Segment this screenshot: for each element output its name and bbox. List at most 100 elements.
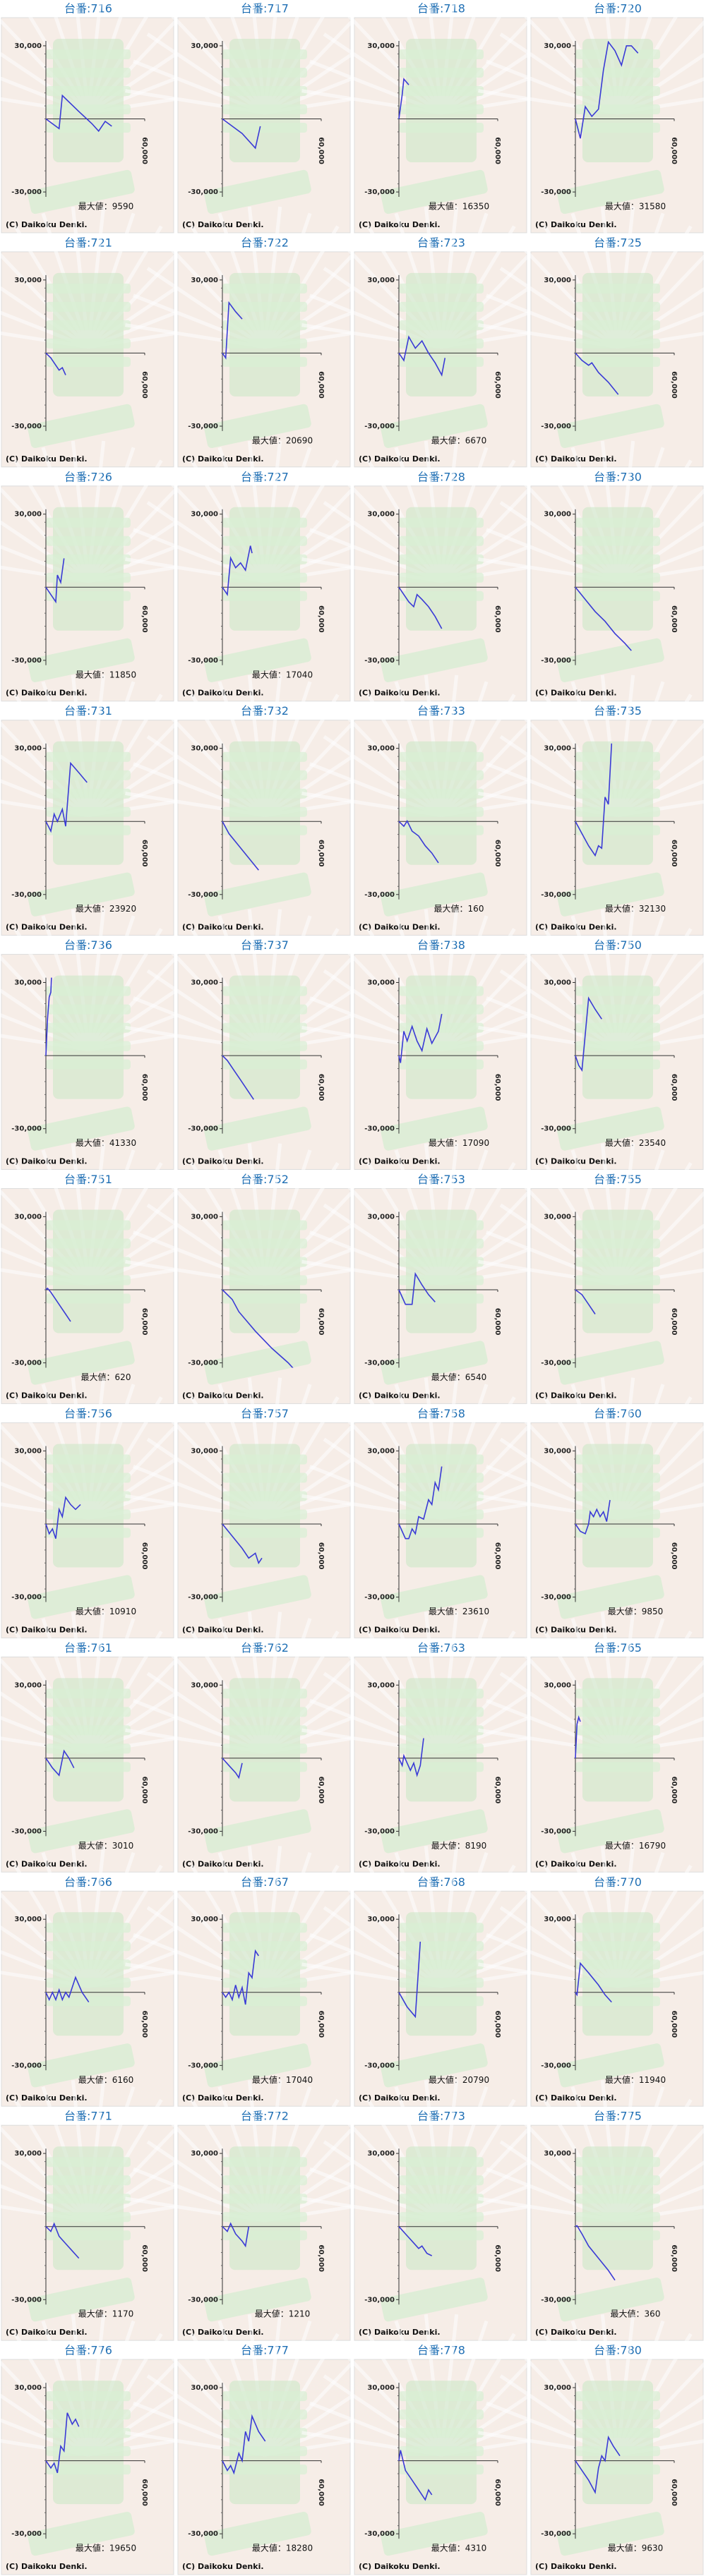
tray-image: [204, 1341, 311, 1385]
data-line: [398, 819, 439, 864]
chart-title: 台番:727: [241, 470, 289, 483]
copyright: (C) Daikoku Denki.: [359, 2562, 441, 2571]
y-tick-label: 30,000: [367, 42, 395, 50]
max-value-label: 最大値：31580: [605, 201, 666, 212]
chart-title: 台番:771: [64, 2110, 112, 2123]
tray-image: [381, 872, 488, 917]
tray-image: [28, 638, 135, 682]
y-tick-label: 30,000: [367, 2384, 395, 2392]
y-tick-label: -30,000: [541, 1360, 571, 1367]
max-value-label: 最大値：17040: [252, 2074, 313, 2085]
y-tick-label: 30,000: [191, 1916, 218, 1923]
chart-title: 台番:736: [64, 938, 112, 952]
max-value-label: 最大値：32130: [605, 903, 666, 914]
tray-image: [28, 1575, 135, 1619]
tray-image: [557, 404, 664, 449]
tray-image: [557, 1341, 664, 1385]
x-tick-label: 60,000: [670, 1777, 678, 1804]
chart-title: 台番:780: [594, 2344, 642, 2357]
data-line: [398, 1738, 424, 1777]
copyright: (C) Daikoku Denki.: [182, 2562, 264, 2571]
max-value-label: 最大値：6670: [431, 435, 487, 445]
max-value-label: 最大値：18280: [252, 2543, 313, 2553]
x-tick-label: 60,000: [493, 1542, 501, 1570]
x-tick-label: 60,000: [140, 840, 148, 867]
y-tick-label: -30,000: [188, 1594, 218, 1602]
tray-image: [28, 169, 135, 214]
data-line: [398, 335, 446, 377]
chart-title: 台番:768: [417, 1875, 465, 1889]
y-tick-label: 30,000: [544, 1681, 571, 1689]
chart-cell: 台番:780 30,000 -30,000 60,000 最大値：9630 (C) Dai…: [478, 2314, 706, 2575]
x-tick-label: 60,000: [493, 1074, 501, 1101]
x-tick-label: 60,000: [140, 371, 148, 399]
data-line: [45, 2412, 80, 2474]
chart-cell: 台番:777 30,000 -30,000 60,000 最大値：18280 (C) Da…: [125, 2314, 405, 2575]
data-line: [398, 1941, 421, 2019]
x-tick-label: 60,000: [670, 2011, 678, 2038]
data-line: [398, 2450, 433, 2501]
chart-title: 台番:758: [417, 1407, 465, 1420]
tray-image: [204, 404, 311, 449]
chart-title: 台番:733: [417, 704, 465, 718]
data-line: [45, 1287, 71, 1322]
chart-title: 台番:770: [594, 1875, 642, 1889]
tray-image: [28, 2278, 135, 2322]
data-line: [222, 1289, 294, 1368]
chart-title: 台番:716: [64, 2, 112, 16]
max-value-label: 最大値：17090: [429, 1137, 489, 1148]
max-value-label: 最大値：9630: [608, 2543, 664, 2553]
max-value-label: 最大値：20790: [429, 2074, 489, 2085]
y-tick-label: 30,000: [544, 1213, 571, 1221]
x-tick-label: 60,000: [140, 2244, 148, 2272]
y-tick-label: 30,000: [367, 1681, 395, 1689]
max-value-label: 最大値：19650: [76, 2543, 136, 2553]
y-tick-label: -30,000: [11, 188, 42, 196]
data-line: [45, 1749, 75, 1777]
y-tick-label: 30,000: [544, 979, 571, 987]
x-tick-label: 60,000: [317, 1542, 325, 1570]
tray-image: [381, 1575, 488, 1619]
chart-title: 台番:765: [594, 1641, 642, 1655]
max-value-label: 最大値：1170: [78, 2309, 134, 2319]
x-tick-label: 60,000: [493, 840, 501, 867]
data-line: [398, 78, 409, 119]
data-line: [575, 1499, 611, 1535]
x-tick-label: 60,000: [317, 840, 325, 867]
y-tick-label: -30,000: [11, 891, 42, 899]
x-tick-label: 60,000: [493, 1308, 501, 1336]
copyright: (C) Daikoku Denki.: [535, 2562, 617, 2571]
y-tick-label: -30,000: [188, 1360, 218, 1367]
y-tick-label: 30,000: [14, 1681, 42, 1689]
chart-title: 台番:757: [241, 1407, 289, 1420]
chart-title: 台番:778: [417, 2344, 465, 2357]
tray-image: [381, 638, 488, 682]
x-tick-label: 60,000: [317, 2011, 325, 2038]
max-value-label: 最大値：11850: [76, 669, 136, 679]
chart-title: 台番:717: [241, 2, 289, 16]
x-tick-label: 60,000: [140, 1777, 148, 1804]
y-tick-label: -30,000: [188, 423, 218, 430]
x-tick-label: 60,000: [140, 2011, 148, 2038]
x-tick-label: 60,000: [317, 1074, 325, 1101]
x-tick-label: 60,000: [317, 2244, 325, 2272]
max-value-label: 最大値：160: [434, 903, 484, 914]
chart-title: 台番:732: [241, 704, 289, 718]
data-line: [222, 1949, 259, 2005]
x-tick-label: 60,000: [493, 371, 501, 399]
chart-title: 台番:738: [417, 938, 465, 952]
chart-title: 台番:725: [594, 236, 642, 249]
x-tick-label: 60,000: [670, 1074, 678, 1101]
chart-title: 台番:762: [241, 1641, 289, 1655]
chart-title: 台番:767: [241, 1875, 289, 1889]
tray-image: [557, 1106, 664, 1151]
data-line: [222, 301, 243, 360]
